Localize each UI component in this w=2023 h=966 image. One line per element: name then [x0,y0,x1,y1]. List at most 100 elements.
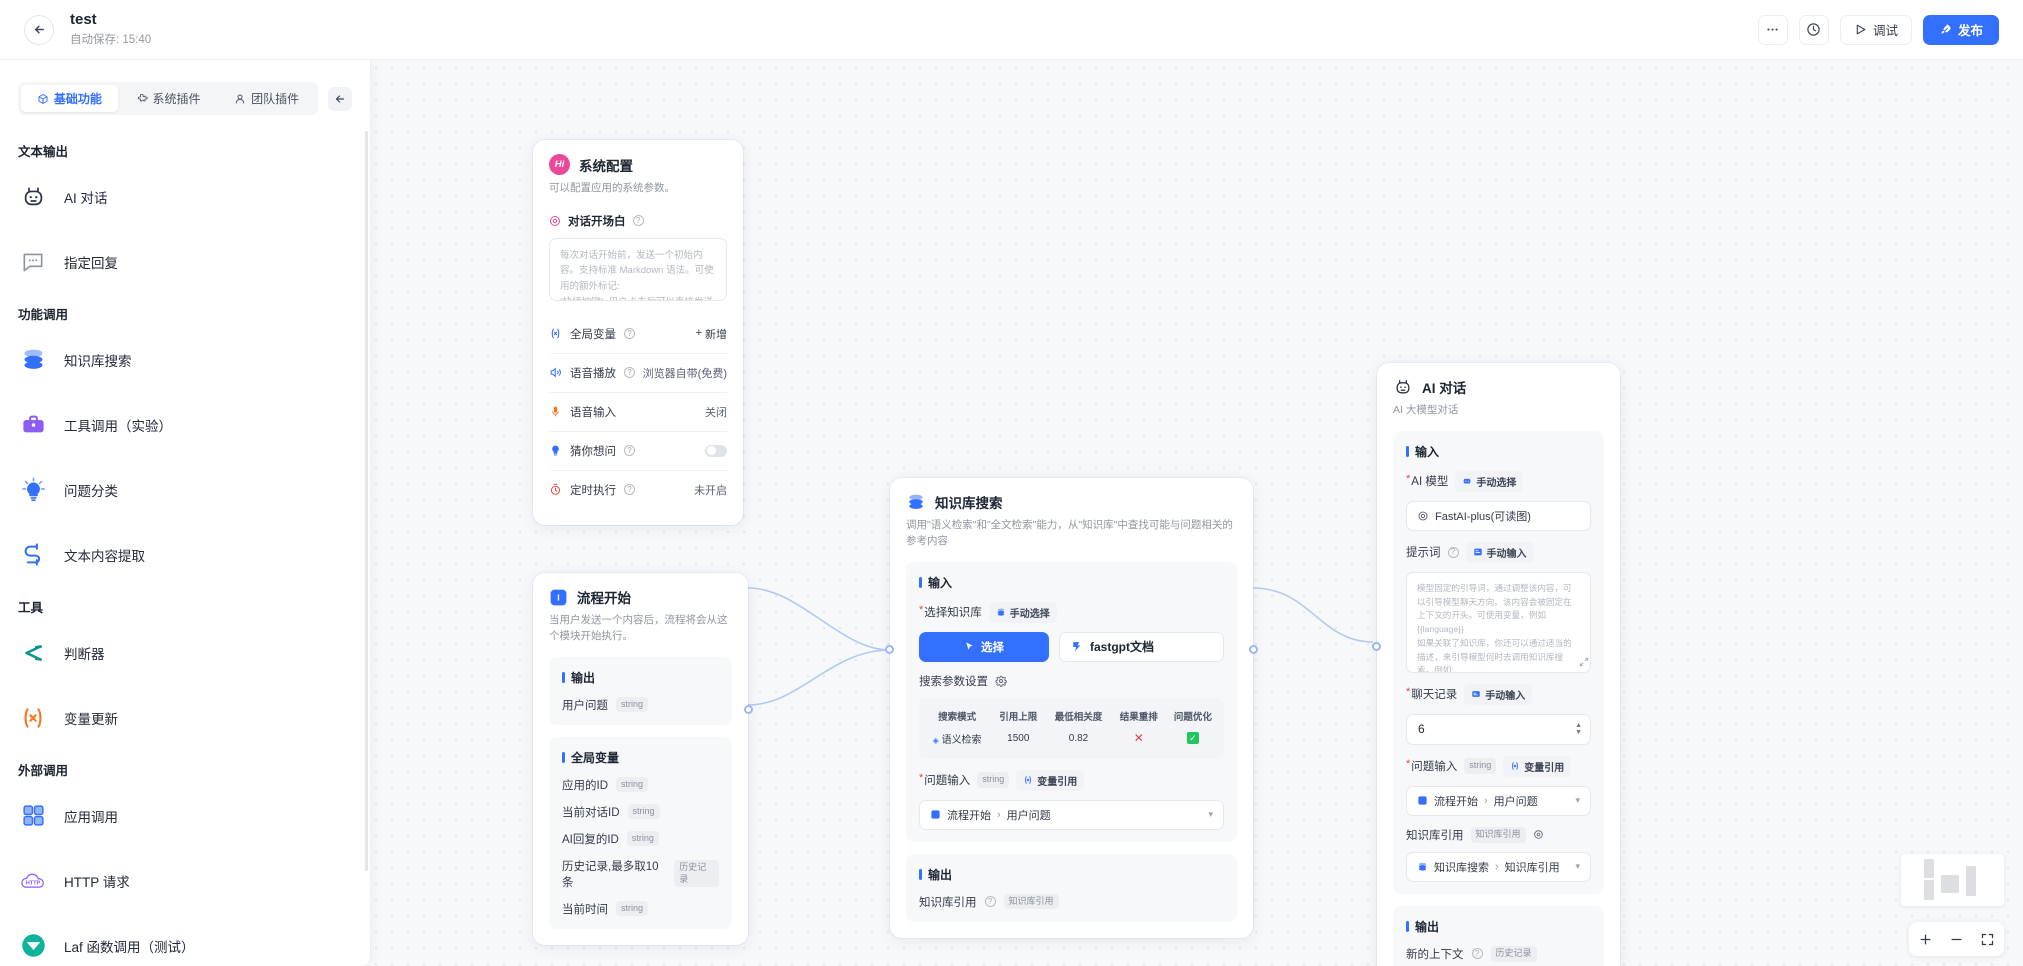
model-field-header: AI 模型 手动选择 [1406,470,1591,492]
model-select[interactable]: FastAI-plus(可读图) [1406,500,1591,531]
node-system-config[interactable]: Hi 系统配置 可以配置应用的系统参数。 对话开场白 ? 每次对话开始前，发送一… [533,140,743,525]
minimap-node [1924,880,1934,900]
publish-button[interactable]: 发布 [1922,14,1999,45]
row-stt[interactable]: 语音输入 关闭 [549,391,727,431]
section-title: 输入 [1406,443,1591,460]
row-global-variables[interactable]: 全局变量 ? + 新增 [549,315,727,353]
library-item-label: 知识库搜索 [64,353,132,369]
library-item-ai-chat[interactable]: AI 对话 [0,164,370,229]
number-stepper[interactable]: ▲ ▼ [1575,721,1582,736]
edge-start-to-kb [747,649,891,706]
edge-kb-to-ai [1252,587,1374,643]
kbref-reference-select[interactable]: 知识库搜索 › 知识库引用 ▾ [1406,851,1591,882]
library-item-text-extract[interactable]: 文本内容提取 [0,522,370,587]
opening-statement-label: 对话开场白 [568,215,626,228]
collapse-panel-button[interactable] [328,86,352,111]
tab-basic-functions[interactable]: 基础功能 [21,85,118,112]
tab-system-plugins[interactable]: 系统插件 [120,85,217,112]
opening-statement-textarea[interactable]: 每次对话开始前，发送一个初始内容。支持标准 Markdown 语法。可使用的额外… [549,237,727,301]
debug-label: 调试 [1872,24,1898,38]
node-knowledge-search[interactable]: 知识库搜索 调用"语义检索"和"全文检索"能力，从"知识库"中查找可能与问题相关… [885,478,1258,938]
node-input-handle[interactable] [1372,642,1381,651]
row-scheduled-run[interactable]: 定时执行 ? 未开启 [549,469,727,509]
lightbulb-icon [18,475,48,505]
panel-scrollbar[interactable] [365,131,368,871]
model-mode-chip[interactable]: 手动选择 [1455,470,1524,492]
history-button[interactable] [1798,14,1829,45]
guess-question-toggle[interactable] [705,444,727,457]
row-tts[interactable]: 语音播放 ? 浏览器自带(免费) [549,352,727,392]
gear-icon[interactable] [995,675,1007,687]
select-kb-mode-chip[interactable]: 手动选择 [988,601,1057,623]
library-item-knowledge-search[interactable]: 知识库搜索 [0,327,370,392]
prompt-mode-chip[interactable]: 手动输入 [1465,541,1534,563]
library-item-tool-call[interactable]: 工具调用（实验） [0,392,370,457]
svg-text:I: I [557,592,559,602]
history-label: 聊天记录 [1406,686,1457,702]
input-icon: I [550,589,567,605]
stepper-down-icon[interactable]: ▼ [1575,728,1582,736]
branch-icon [18,638,48,668]
type-tag: string [626,830,659,847]
globals-section: 全局变量 应用的ID string 当前对话ID string AI回复的ID … [549,736,732,929]
history-mode-chip[interactable]: 手动输入 [1464,683,1533,705]
help-icon[interactable]: ? [1447,546,1459,558]
add-global-variable-button[interactable]: + 新增 [695,327,727,341]
node-input-handle[interactable] [885,645,894,654]
tab-team-plugins[interactable]: 团队插件 [218,85,315,112]
input-section: 输入 AI 模型 手动选择 FastAI-plus(可读图) [1393,430,1604,894]
minimap-node [1924,859,1934,878]
type-tag: string [616,900,649,917]
row-value[interactable]: 关闭 [705,406,727,419]
chip-label: 手动输入 [1485,690,1526,702]
node-output-handle[interactable] [744,705,753,714]
select-kb-button[interactable]: 选择 [919,631,1049,662]
library-item-question-classify[interactable]: 问题分类 [0,457,370,522]
question-mode-chip[interactable]: 变量引用 [1503,755,1572,777]
node-description: 当用户发送一个内容后，流程将会从这个模块开始执行。 [549,614,728,642]
zoom-in-button[interactable] [1918,932,1933,947]
panel-body[interactable]: 文本输出 AI 对话 指定回复 功能调用 [0,123,370,966]
library-item-app-call[interactable]: 应用调用 [0,783,370,848]
library-item-label: 问题分类 [64,483,118,499]
help-icon[interactable]: ? [624,484,635,496]
help-icon[interactable]: ? [624,445,635,457]
help-icon[interactable]: ? [632,215,644,227]
debug-button[interactable]: 调试 [1839,14,1912,45]
help-icon[interactable]: ? [624,367,635,379]
library-item-condition[interactable]: 判断器 [0,620,370,685]
model-label: AI 模型 [1406,473,1448,489]
question-input-reference-select[interactable]: 流程开始 › 用户问题 ▾ [919,799,1224,830]
question-mode-chip[interactable]: 变量引用 [1016,769,1085,791]
more-button[interactable] [1757,14,1788,45]
row-value[interactable]: 浏览器自带(免费) [642,367,727,380]
help-icon[interactable]: ? [1471,948,1483,960]
expand-icon[interactable] [1579,657,1589,667]
help-icon[interactable]: ? [624,328,635,340]
library-item-label: 变量更新 [64,711,118,727]
row-label-group: 语音播放 ? [549,365,635,381]
type-tag: string [977,772,1010,788]
node-output-handle[interactable] [1249,645,1258,654]
question-input-reference-select[interactable]: 流程开始 › 用户问题 ▾ [1406,785,1591,816]
library-item-variable-update[interactable]: 变量更新 [0,685,370,750]
minimap[interactable] [1901,854,2004,906]
row-guess-question[interactable]: 猜你想问 ? [549,430,727,470]
node-ai-chat[interactable]: AI 对话 AI 大模型对话 输入 AI 模型 手动选择 [1372,363,1620,966]
history-number-input[interactable]: 6 ▲ ▼ [1406,713,1591,745]
library-item-http-request[interactable]: HTTP HTTP 请求 [0,848,370,913]
stepper-up-icon[interactable]: ▲ [1575,721,1582,729]
help-icon[interactable]: ? [984,896,996,907]
prompt-textarea[interactable]: 模型固定的引导词，通过调整该内容，可以引导模型聊天方向。该内容会被固定在上下文的… [1406,571,1591,673]
row-label: 语音输入 [570,406,616,419]
database-icon [909,494,923,509]
selected-kb-item[interactable]: fastgpt文档 [1059,631,1224,662]
node-flow-start[interactable]: I 流程开始 当用户发送一个内容后，流程将会从这个模块开始执行。 输出 用户问题… [533,573,753,945]
back-button[interactable] [24,14,54,45]
row-value[interactable]: 未开启 [694,484,727,497]
library-item-laf-function[interactable]: Laf 函数调用（测试） [0,913,370,966]
zoom-out-button[interactable] [1949,932,1964,947]
gear-icon[interactable] [1533,829,1544,840]
library-item-fixed-reply[interactable]: 指定回复 [0,229,370,294]
fit-view-button[interactable] [1980,932,1995,947]
